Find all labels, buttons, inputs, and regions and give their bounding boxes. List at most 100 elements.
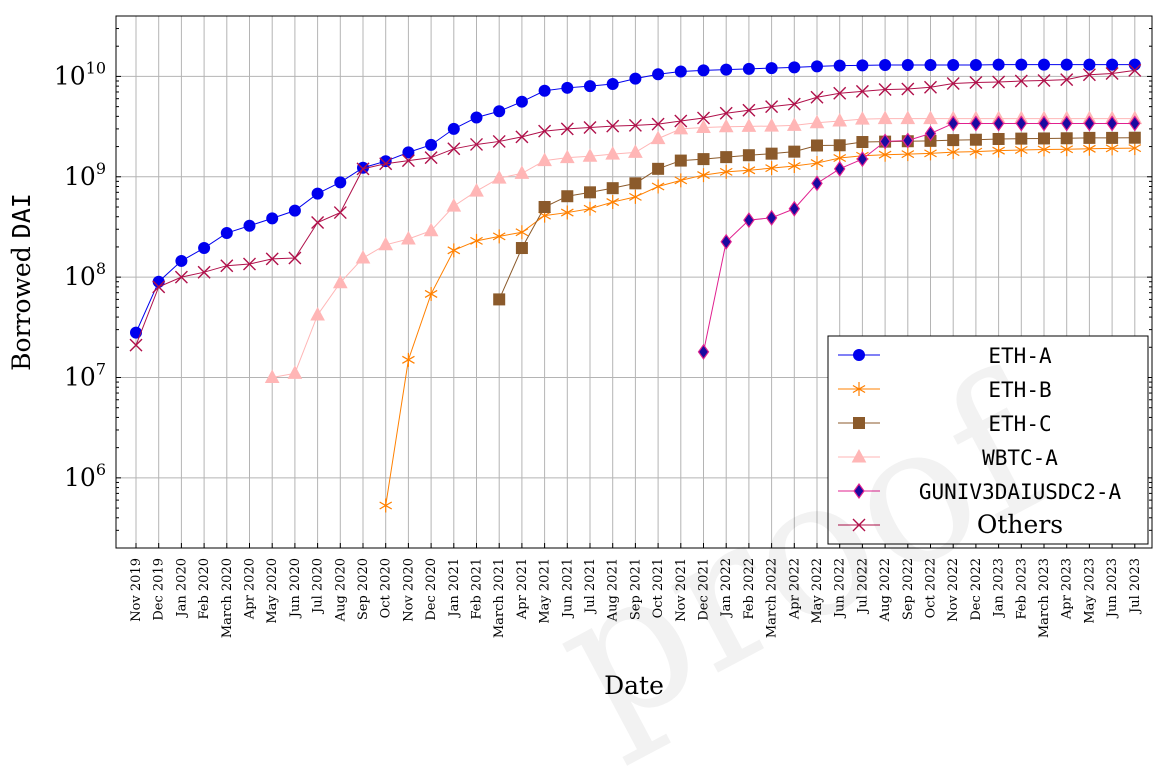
data-point — [1128, 131, 1141, 144]
data-point — [832, 112, 848, 127]
data-point — [946, 77, 960, 90]
y-tick-label: 107 — [64, 359, 106, 391]
data-point — [856, 59, 869, 72]
data-point — [924, 125, 937, 142]
data-point — [1015, 58, 1028, 71]
x-tick-label: Dec 2019 — [152, 558, 167, 621]
legend-label: ETH-C — [988, 412, 1051, 436]
data-point — [788, 61, 801, 74]
x-tick-label: Feb 2023 — [1014, 558, 1029, 620]
data-point — [356, 162, 370, 176]
data-point — [220, 259, 234, 273]
data-point — [1060, 115, 1073, 132]
y-tick-label-exp: 8 — [96, 259, 106, 278]
legend-item: Others — [838, 510, 1063, 539]
y-tick-label-base: 10 — [64, 262, 96, 291]
data-point — [719, 106, 733, 120]
data-point — [787, 159, 801, 174]
data-point — [741, 118, 757, 132]
data-point — [1038, 132, 1050, 145]
x-tick-label: March 2022 — [765, 558, 780, 638]
series-eth-a — [130, 58, 1141, 339]
data-point — [696, 119, 711, 133]
data-point — [629, 177, 642, 190]
x-tick-label: Jun 2020 — [288, 558, 303, 619]
data-point — [355, 249, 371, 264]
y-tick-label-base: 10 — [54, 61, 86, 90]
data-point — [402, 146, 415, 159]
data-point — [1014, 142, 1028, 157]
data-point — [810, 90, 824, 104]
data-point — [833, 86, 847, 100]
x-tick-label: Feb 2021 — [470, 558, 485, 620]
legend-label: GUNIV3DAIUSDC2-A — [919, 480, 1122, 504]
data-point — [469, 183, 484, 197]
x-tick-label: March 2023 — [1037, 558, 1052, 638]
legend-item: ETH-B — [838, 378, 1052, 402]
x-tick-label: Oct 2020 — [379, 558, 394, 618]
data-point — [947, 134, 960, 147]
data-point — [628, 144, 643, 158]
data-point — [764, 118, 779, 132]
data-point — [379, 157, 393, 171]
data-point — [332, 274, 348, 289]
data-point — [856, 151, 869, 168]
data-point — [901, 82, 915, 96]
data-point — [855, 84, 869, 98]
data-point — [853, 349, 865, 361]
data-point — [130, 326, 142, 339]
data-point — [423, 222, 439, 237]
data-point — [606, 195, 620, 210]
data-point — [310, 306, 325, 321]
data-point — [515, 95, 528, 108]
data-point — [378, 236, 394, 251]
x-tick-label: Apr 2020 — [243, 558, 258, 620]
x-tick-label: Aug 2021 — [606, 558, 621, 622]
data-point — [311, 216, 325, 230]
data-point — [197, 265, 211, 279]
data-point — [515, 130, 529, 144]
data-point — [969, 58, 982, 71]
data-point — [243, 257, 256, 271]
data-point — [424, 286, 438, 301]
x-tick-label: Jul 2022 — [855, 558, 870, 615]
data-point — [788, 200, 801, 217]
data-point — [1060, 132, 1073, 145]
data-point — [446, 198, 462, 212]
data-point — [1129, 115, 1141, 132]
data-point — [424, 151, 438, 165]
x-tick-label: Sep 2021 — [628, 558, 643, 620]
data-point — [265, 252, 279, 266]
x-tick-label: Sep 2022 — [901, 558, 916, 620]
data-point — [992, 115, 1005, 132]
y-tick-label-exp: 6 — [96, 460, 106, 479]
data-point — [652, 162, 665, 175]
data-point — [470, 233, 483, 248]
data-point — [720, 151, 733, 164]
data-point — [809, 114, 825, 129]
legend-label: WBTC-A — [982, 446, 1058, 470]
x-tick-label: March 2021 — [492, 558, 507, 638]
data-point — [606, 182, 619, 195]
data-point — [1106, 131, 1119, 144]
data-point — [1037, 142, 1051, 157]
legend: ETH-A ETH-B ETH-C WBTC-A GUNIV3DAIUSDC2-A Oth… — [827, 335, 1149, 545]
x-tick-label: Dec 2022 — [969, 558, 984, 621]
data-point — [1060, 58, 1073, 71]
data-point — [629, 189, 642, 204]
x-tick-label: March 2020 — [220, 558, 235, 638]
y-axis-label-unit: DAI — [7, 193, 36, 238]
x-tick-label: Nov 2022 — [946, 558, 961, 622]
data-point — [629, 72, 642, 85]
data-point — [877, 110, 893, 125]
x-tick-label: May 2020 — [265, 558, 280, 624]
data-point — [970, 115, 982, 132]
y-tick-label: 109 — [64, 159, 106, 191]
x-axis-label: Date — [604, 671, 664, 700]
data-point — [969, 75, 983, 89]
data-point — [652, 68, 665, 81]
data-point — [720, 233, 732, 250]
x-tick-label: Apr 2023 — [1060, 558, 1075, 620]
data-point — [853, 417, 865, 429]
data-point — [902, 132, 914, 149]
